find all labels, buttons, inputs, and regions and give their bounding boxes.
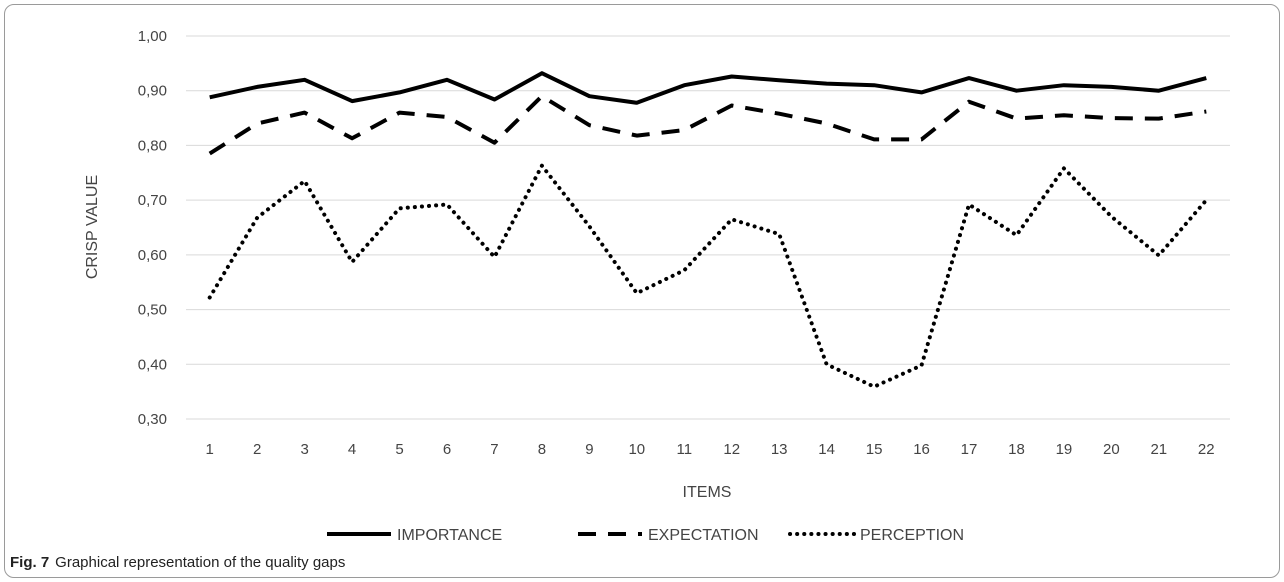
series-lines (207, 71, 1209, 389)
caption-label: Fig. 7 (10, 554, 50, 571)
x-tick-label: 11 (676, 441, 692, 458)
x-tick-label: 16 (913, 441, 930, 458)
x-tick-label: 20 (1103, 441, 1120, 458)
x-tick-label: 10 (628, 441, 645, 458)
x-tick-labels: 1 2 3 4 5 6 7 8 9 10 11 12 13 14 15 16 17 18 19 20 21 22 (206, 441, 1215, 458)
series-line-perception (207, 163, 1209, 389)
x-tick-label: 13 (771, 441, 788, 458)
y-tick-label: 1,00 (138, 28, 167, 45)
legend-label-perception: PERCEPTION (860, 527, 964, 544)
x-axis-label: ITEMS (683, 484, 732, 501)
x-tick-label: 3 (300, 441, 308, 458)
x-tick-label: 19 (1056, 441, 1073, 458)
y-tick-labels: 0,30 0,40 0,50 0,60 0,70 0,80 0,90 1,00 (138, 28, 167, 428)
x-tick-label: 1 (206, 441, 214, 458)
x-tick-label: 2 (253, 441, 261, 458)
figure-caption: Fig. 7 Graphical representation of the qu… (10, 554, 345, 571)
caption-text: Graphical representation of the quality … (55, 554, 346, 571)
x-tick-label: 22 (1198, 441, 1215, 458)
y-tick-label: 0,70 (138, 192, 167, 209)
y-tick-label: 0,60 (138, 247, 167, 264)
x-tick-label: 8 (538, 441, 546, 458)
series-line-expectation (208, 94, 1207, 156)
x-tick-label: 6 (443, 441, 451, 458)
y-tick-label: 0,50 (138, 302, 167, 319)
x-tick-label: 4 (348, 441, 356, 458)
y-tick-label: 0,40 (138, 356, 167, 373)
y-tick-label: 0,80 (138, 137, 167, 154)
y-tick-label: 0,30 (138, 411, 167, 428)
x-tick-label: 18 (1008, 441, 1025, 458)
legend: IMPORTANCE EXPECTATION PERCEPTION (327, 527, 964, 544)
x-tick-label: 17 (961, 441, 978, 458)
series-line-importance (209, 71, 1207, 105)
x-tick-label: 14 (818, 441, 835, 458)
y-axis-label: CRISP VALUE (84, 175, 101, 279)
grid-lines (186, 35, 1230, 420)
x-tick-label: 21 (1150, 441, 1167, 458)
legend-label-expectation: EXPECTATION (648, 527, 759, 544)
x-tick-label: 7 (490, 441, 498, 458)
x-tick-label: 5 (395, 441, 403, 458)
x-tick-label: 9 (585, 441, 593, 458)
x-tick-label: 15 (866, 441, 883, 458)
x-tick-label: 12 (723, 441, 740, 458)
y-tick-label: 0,90 (138, 83, 167, 100)
legend-label-importance: IMPORTANCE (397, 527, 502, 544)
